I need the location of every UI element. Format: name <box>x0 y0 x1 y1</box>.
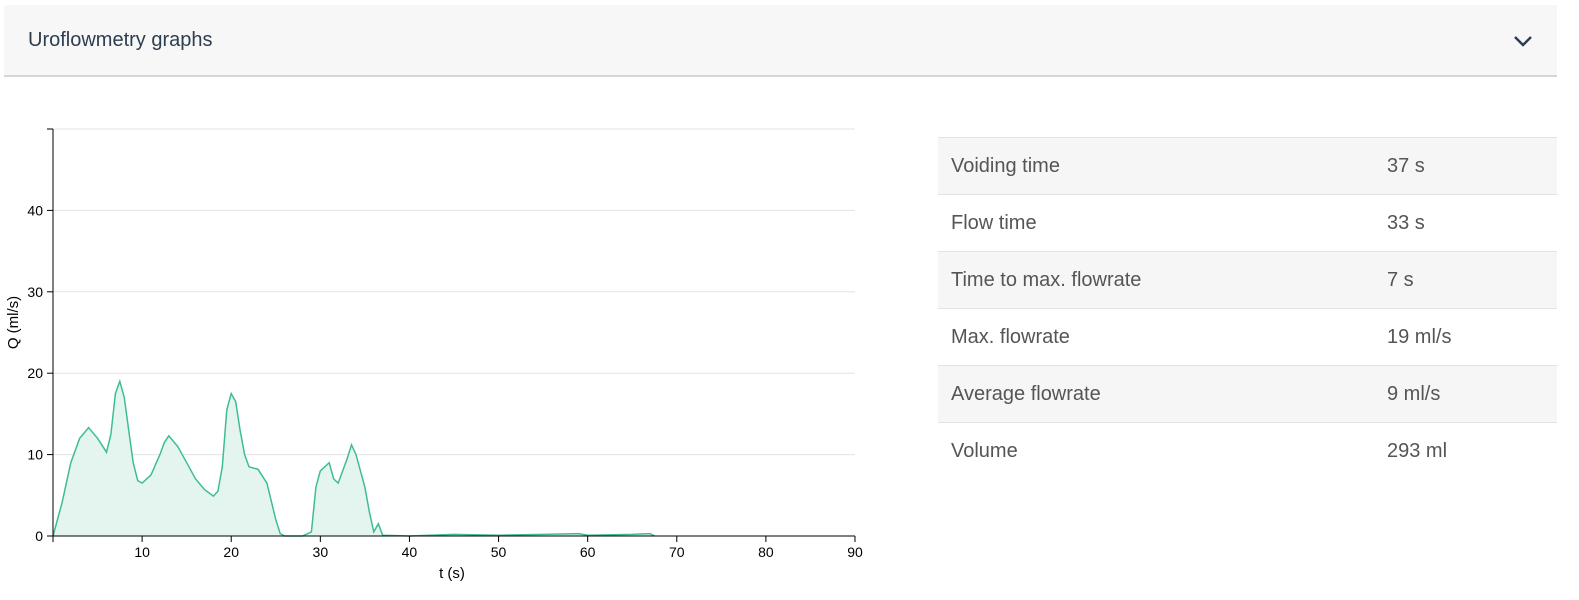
y-tick-label: 20 <box>27 365 43 381</box>
x-tick-label: 70 <box>669 544 685 560</box>
stat-value: 7 s <box>1387 251 1557 309</box>
stat-label: Volume <box>938 422 1387 479</box>
stat-label: Max. flowrate <box>938 308 1387 366</box>
stat-value: 37 s <box>1387 137 1557 195</box>
x-tick-label: 50 <box>491 544 507 560</box>
stat-value: 33 s <box>1387 194 1557 252</box>
x-tick-label: 80 <box>758 544 774 560</box>
y-axis-label: Q (ml/s) <box>5 296 22 349</box>
x-tick-label: 30 <box>313 544 329 560</box>
x-tick-label: 60 <box>580 544 596 560</box>
stat-label: Average flowrate <box>938 365 1387 423</box>
y-tick-label: 10 <box>27 447 43 463</box>
table-row: Time to max. flowrate 7 s <box>938 251 1557 309</box>
chart-ticks: 10 20 30 40 50 60 70 80 90 0 10 20 30 40 <box>27 202 863 560</box>
table-row: Max. flowrate 19 ml/s <box>938 308 1557 366</box>
y-tick-label: 40 <box>27 202 43 218</box>
stat-label: Voiding time <box>938 137 1387 195</box>
flow-area <box>53 381 655 536</box>
stat-label: Flow time <box>938 194 1387 252</box>
table-row: Voiding time 37 s <box>938 137 1557 195</box>
x-tick-label: 40 <box>402 544 418 560</box>
x-tick-label: 10 <box>134 544 150 560</box>
stat-value: 9 ml/s <box>1387 365 1557 423</box>
y-tick-label: 30 <box>27 284 43 300</box>
x-tick-label: 90 <box>847 544 863 560</box>
stat-label: Time to max. flowrate <box>938 251 1387 309</box>
flow-line <box>52 378 655 537</box>
chevron-down-icon[interactable] <box>1513 33 1533 49</box>
stat-value: 19 ml/s <box>1387 308 1557 366</box>
y-tick-label: 0 <box>35 528 43 544</box>
table-row: Average flowrate 9 ml/s <box>938 365 1557 423</box>
chart-grid <box>53 128 855 456</box>
table-row: Volume 293 ml <box>938 422 1557 479</box>
panel-header[interactable]: Uroflowmetry graphs <box>4 5 1557 77</box>
x-tick-label: 20 <box>223 544 239 560</box>
table-row: Flow time 33 s <box>938 194 1557 252</box>
panel-title: Uroflowmetry graphs <box>28 29 213 51</box>
x-axis-label: t (s) <box>439 565 465 582</box>
uroflow-chart: 10 20 30 40 50 60 70 80 90 0 10 20 30 40 t (s) Q (ml/… <box>5 128 863 582</box>
flow-stats-table: Voiding time 37 s Flow time 33 s Time to… <box>938 137 1557 479</box>
stat-value: 293 ml <box>1387 422 1557 479</box>
